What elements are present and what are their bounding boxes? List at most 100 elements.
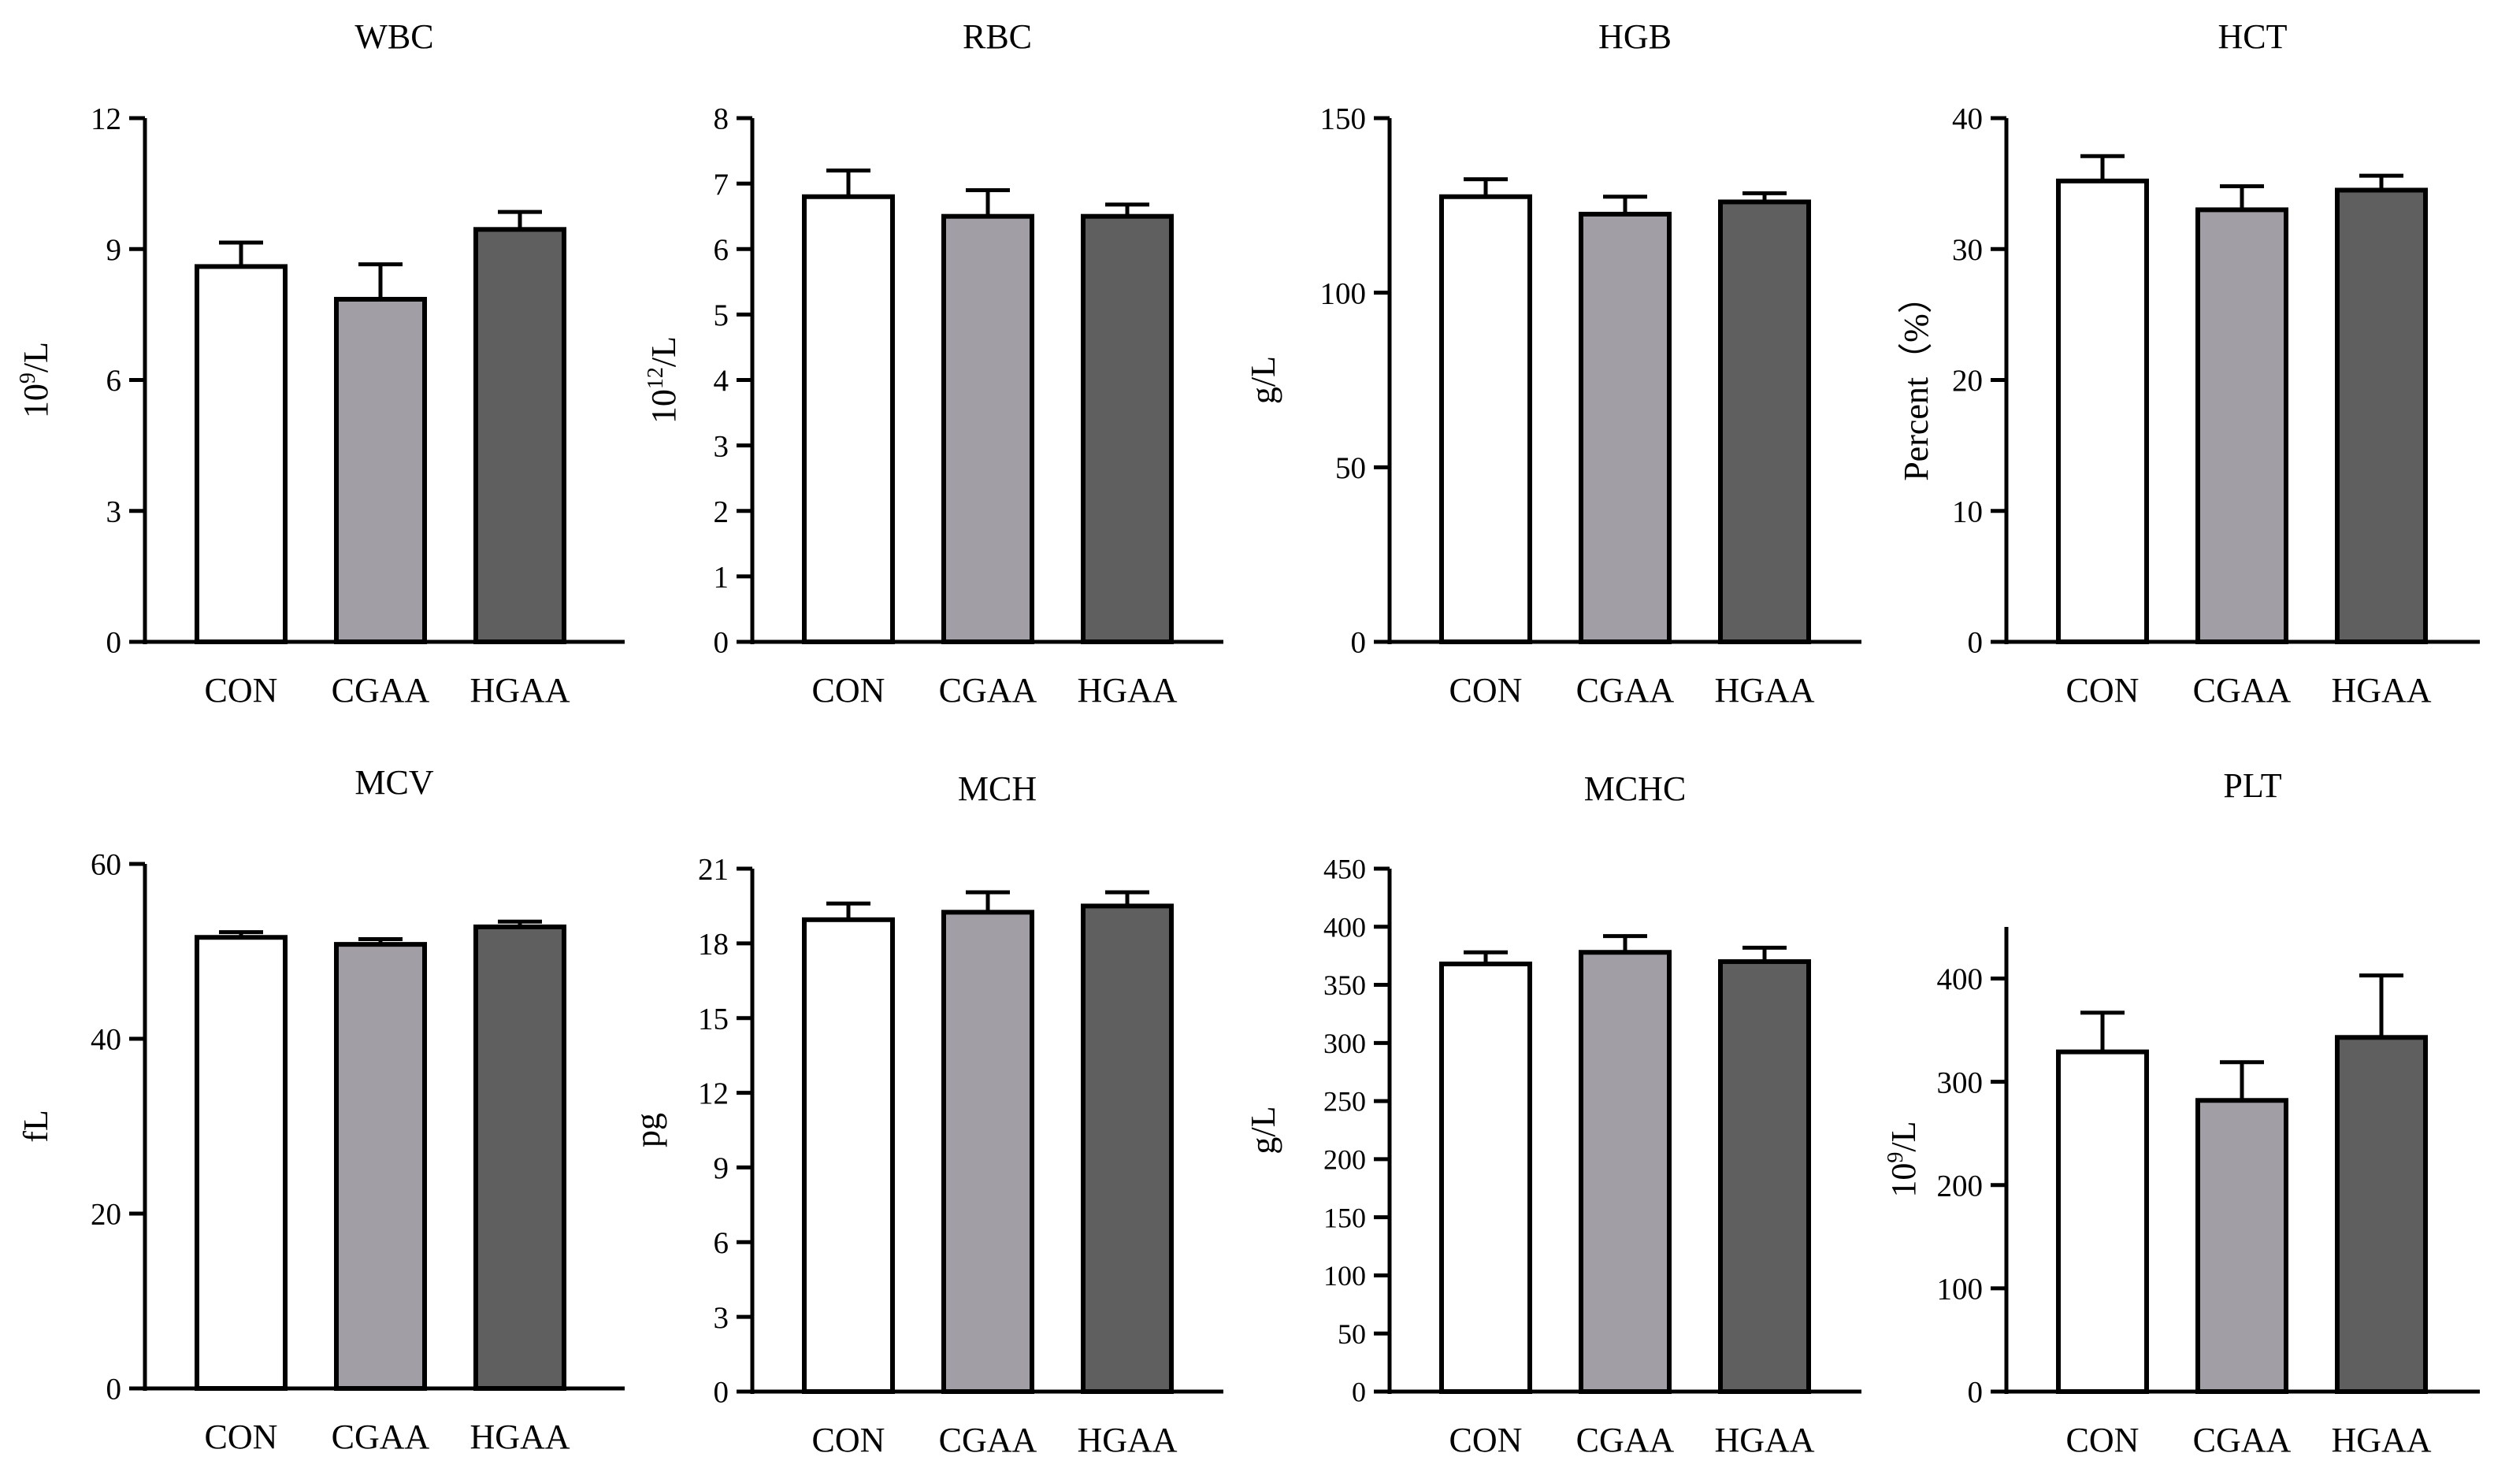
y-tick-label: 0: [1968, 1376, 1984, 1410]
x-tick-label-cgaa: CGAA: [1576, 671, 1675, 710]
y-tick-label: 200: [1937, 1169, 1984, 1203]
y-axis-label: pg: [629, 1113, 667, 1147]
y-tick-label: 3: [106, 495, 122, 528]
x-tick-label-con: CON: [812, 671, 885, 710]
y-tick-label: 0: [1352, 1377, 1366, 1408]
bar-con: [1439, 961, 1532, 1395]
y-axis-label-superscript: 12: [644, 367, 668, 389]
y-axis-label-part: Percent（%）: [1897, 279, 1935, 481]
y-tick-label: 4: [714, 364, 729, 398]
y-tick-label: 0: [714, 626, 729, 660]
y-tick-label: 12: [698, 1077, 729, 1110]
x-tick-label-hgaa: HGAA: [469, 1418, 570, 1456]
chart-hgb: HGB 0 50 100 150 g/L CON CGAA HGAA: [1244, 17, 1861, 710]
x-tick-label-cgaa: CGAA: [2193, 1421, 2292, 1459]
y-tick-label: 20: [1952, 364, 1983, 398]
y-tick-label: 40: [1952, 102, 1983, 136]
y-tick-label: 9: [106, 233, 122, 267]
y-tick-label: 6: [714, 1226, 729, 1260]
y-tick-label: 100: [1323, 1260, 1366, 1292]
chart-hct: HCT 0 10 20 30 40 Percent（%） CON CGAA HGAA: [1897, 17, 2480, 710]
bar-cgaa: [1579, 950, 1672, 1394]
y-axis-label-part: pg: [629, 1113, 667, 1147]
y-tick-label: 350: [1323, 969, 1366, 1001]
y-tick-label: 150: [1320, 102, 1367, 136]
y-axis-label: 109/L: [16, 342, 55, 418]
bar-hgaa: [2335, 1035, 2428, 1395]
y-tick-label: 10: [1952, 495, 1983, 528]
x-tick-label-cgaa: CGAA: [939, 671, 1037, 710]
y-axis-label-superscript: 9: [1884, 1152, 1908, 1163]
bar-hgaa: [1081, 903, 1174, 1394]
x-tick-label-hgaa: HGAA: [1077, 671, 1177, 710]
bar-hgaa: [473, 924, 566, 1392]
chart-mcv: MCV 0 20 40 60 fL CON CGAA HGAA: [17, 763, 625, 1456]
chart-title: HGB: [1598, 17, 1672, 56]
y-tick-label: 6: [106, 364, 122, 398]
x-tick-label-con: CON: [1449, 1421, 1523, 1459]
x-tick-label-con: CON: [812, 1421, 885, 1459]
y-axis-label-part: 10: [644, 389, 683, 424]
x-tick-label-con: CON: [2066, 1421, 2140, 1459]
chart-plt: PLT 0 100 200 300 400 109/L CON CGAA HGAA: [1884, 766, 2480, 1459]
x-tick-label-hgaa: HGAA: [1077, 1421, 1177, 1459]
y-tick-label: 21: [698, 853, 729, 887]
bar-con: [195, 264, 288, 644]
bar-hgaa: [2335, 187, 2428, 644]
bar-hgaa: [473, 227, 566, 644]
y-tick-label: 150: [1323, 1202, 1366, 1233]
y-axis-label-part: /L: [17, 342, 55, 373]
chart-mch: MCH 0 3 6 9 12 15 18 21 pg CON CGAA HGAA: [629, 769, 1223, 1459]
y-axis-label: 1012/L: [644, 336, 683, 424]
y-tick-label: 6: [714, 233, 729, 267]
y-tick-label: 3: [714, 1301, 729, 1335]
y-tick-label: 50: [1338, 1318, 1366, 1350]
chart-title: MCHC: [1584, 769, 1687, 808]
y-tick-label: 60: [91, 848, 121, 882]
y-tick-label: 0: [106, 1373, 122, 1407]
chart-mchc: MCHC 0 50 100 150 200 250 300 350 400 450 g/L CON CGA…: [1244, 769, 1861, 1459]
chart-title: PLT: [2223, 766, 2281, 805]
bar-cgaa: [941, 213, 1034, 644]
y-axis-label-part: /L: [1884, 1121, 1923, 1151]
y-tick-label: 1: [714, 561, 729, 595]
y-axis-label-part: 10: [1884, 1163, 1923, 1198]
x-tick-label-con: CON: [1449, 671, 1523, 710]
bar-hgaa: [1081, 213, 1174, 644]
y-axis-label: 109/L: [1884, 1121, 1923, 1197]
y-axis-label-part: fL: [17, 1110, 55, 1143]
y-tick-label: 40: [91, 1023, 121, 1057]
x-tick-label-con: CON: [2066, 671, 2140, 710]
bar-hgaa: [1718, 959, 1811, 1394]
y-tick-label: 2: [714, 495, 729, 528]
chart-title: RBC: [963, 17, 1032, 56]
bar-cgaa: [2195, 1098, 2288, 1395]
y-tick-label: 100: [1937, 1273, 1984, 1307]
y-tick-label: 200: [1323, 1144, 1366, 1175]
y-tick-label: 100: [1320, 276, 1367, 310]
y-axis-label: g/L: [1244, 356, 1282, 404]
y-tick-label: 50: [1335, 451, 1366, 485]
bar-cgaa: [941, 910, 1034, 1395]
y-axis-label-part: /L: [644, 336, 683, 367]
x-tick-label-con: CON: [205, 671, 278, 710]
y-tick-label: 9: [714, 1151, 729, 1185]
y-tick-label: 250: [1323, 1086, 1366, 1118]
bar-con: [802, 194, 895, 644]
y-tick-label: 20: [91, 1198, 121, 1232]
y-tick-label: 450: [1323, 854, 1366, 885]
y-axis-label-part: g/L: [1244, 356, 1282, 404]
bar-con: [802, 917, 895, 1395]
bar-cgaa: [334, 942, 427, 1391]
bar-con: [2056, 1049, 2149, 1394]
bar-hgaa: [1718, 199, 1811, 644]
x-tick-label-hgaa: HGAA: [1714, 1421, 1814, 1459]
bar-cgaa: [1579, 211, 1672, 644]
x-tick-label-hgaa: HGAA: [2331, 671, 2431, 710]
x-tick-label-con: CON: [205, 1418, 278, 1456]
y-tick-label: 18: [698, 928, 729, 962]
y-tick-label: 300: [1937, 1066, 1984, 1099]
y-tick-label: 15: [698, 1002, 729, 1036]
y-axis-label: g/L: [1244, 1106, 1282, 1154]
